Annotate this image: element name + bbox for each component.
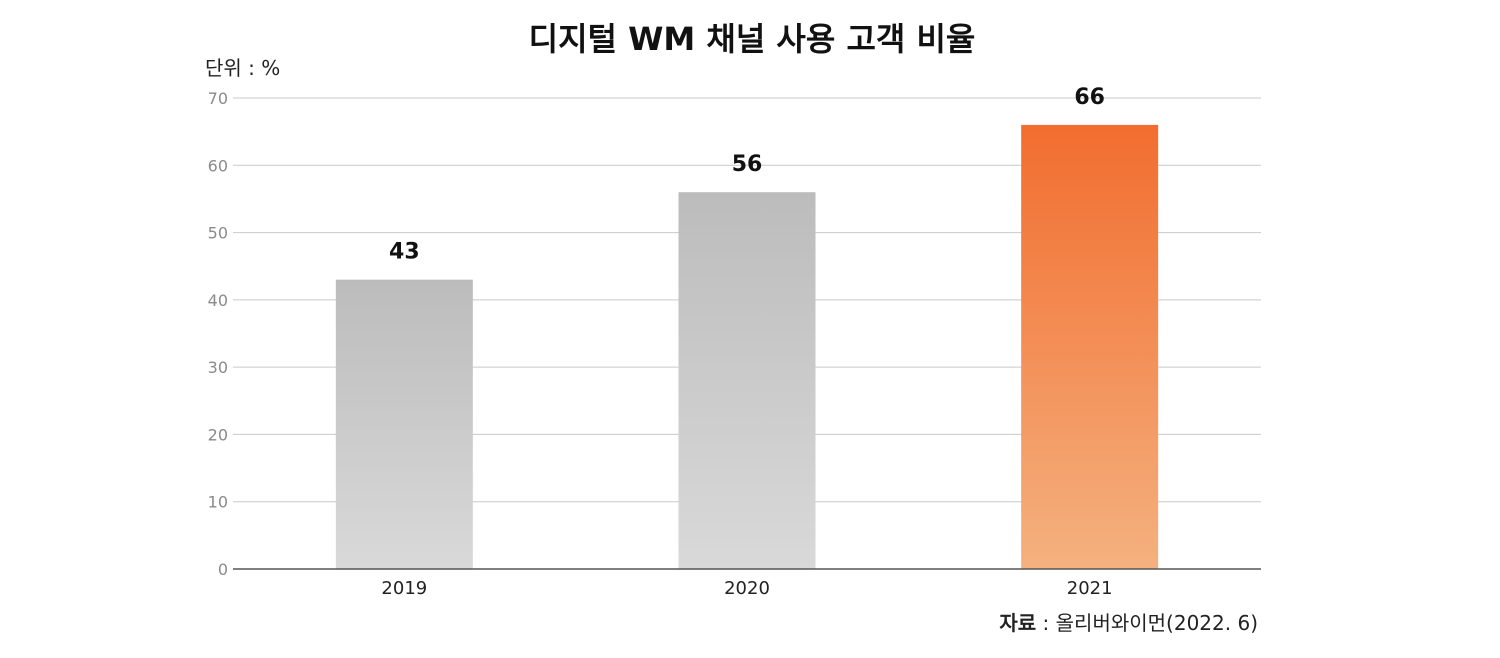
y-tick-label-50: 50 (208, 224, 228, 243)
bars-layer (335, 124, 1159, 570)
y-tick-label-60: 60 (208, 156, 228, 175)
data-label-2020: 56 (732, 152, 763, 177)
x-tick-label-2019: 2019 (381, 578, 427, 599)
x-tick-label-2021: 2021 (1067, 578, 1113, 599)
y-tick-label-40: 40 (208, 291, 228, 310)
labels-layer: 0 10 20 30 40 50 60 70 43 2019 56 2020 66 2021 (208, 85, 1113, 599)
data-label-2019: 43 (389, 240, 420, 265)
y-tick-label-10: 10 (208, 493, 228, 512)
chart-title: 디지털 WM 채널 사용 고객 비율 (529, 20, 976, 58)
x-tick-label-2020: 2020 (724, 578, 770, 599)
y-tick-label-0: 0 (218, 560, 228, 579)
bar-2021 (1021, 124, 1159, 570)
y-tick-label-20: 20 (208, 425, 228, 444)
y-tick-label-70: 70 (208, 89, 228, 108)
y-tick-label-30: 30 (208, 358, 228, 377)
unit-label: 단위 : % (205, 56, 280, 80)
source-note: 자료 : 올리버와이먼(2022. 6) (999, 611, 1258, 635)
bar-2019 (335, 279, 473, 569)
bar-2020 (678, 192, 816, 569)
source-label: 자료 (999, 611, 1036, 635)
data-label-2021: 66 (1074, 85, 1105, 110)
source-text: : 올리버와이먼(2022. 6) (1036, 611, 1258, 635)
